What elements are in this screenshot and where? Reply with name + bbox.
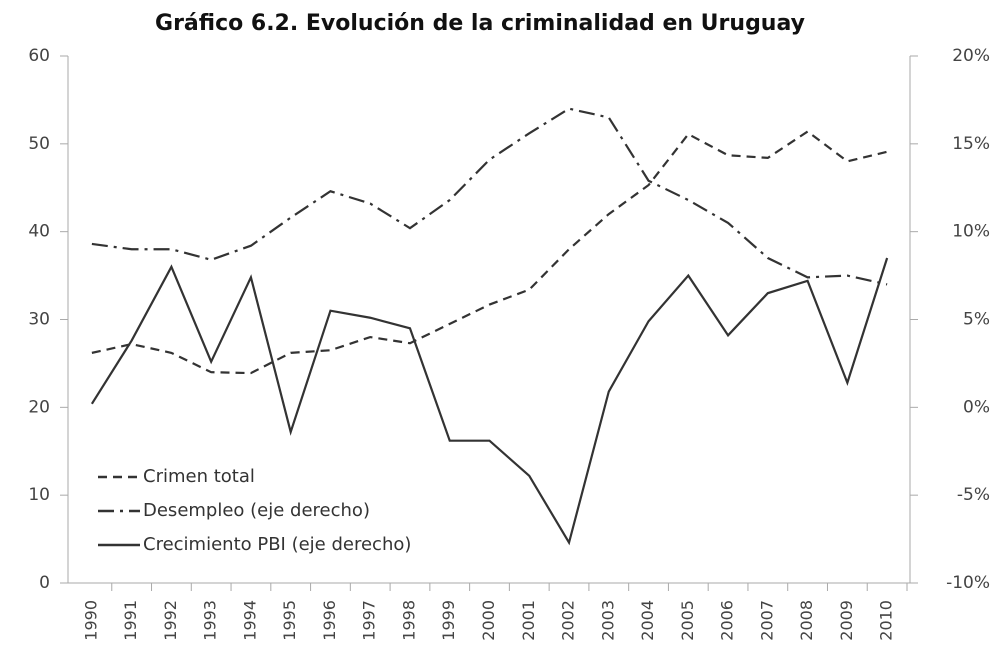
x-tick-label: 1992: [161, 600, 180, 641]
x-tick-label: 2001: [519, 600, 538, 641]
x-tick-label: 2004: [638, 600, 657, 641]
y2-tick-label: -5%: [957, 485, 990, 505]
y2-tick-label: 20%: [952, 46, 990, 66]
x-tick-label: 2010: [877, 600, 896, 641]
legend-label: Crimen total: [143, 466, 255, 487]
x-tick-label: 1996: [320, 600, 339, 641]
x-tick-label: 1995: [280, 600, 299, 641]
series-line: [90, 257, 889, 546]
y-tick-label: 30: [28, 310, 50, 330]
chart-title: Gráfico 6.2. Evolución de la criminalida…: [155, 11, 805, 36]
x-tick-label: 1991: [121, 600, 140, 641]
x-tick-label: 1993: [201, 600, 220, 641]
series-line: [91, 130, 888, 375]
y-tick-label: 20: [28, 397, 50, 417]
y2-tick-label: 0%: [963, 397, 990, 417]
x-tick-label: 2003: [598, 600, 617, 641]
series-line: [91, 107, 888, 286]
x-tick-label: 2005: [678, 600, 697, 641]
legend-label: Desempleo (eje derecho): [143, 500, 370, 521]
y-tick-label: 10: [28, 485, 50, 505]
x-tick-label: 2000: [479, 600, 498, 641]
y-tick-label: 0: [39, 573, 50, 593]
y-tick-label: 60: [28, 46, 50, 66]
y2-tick-label: 10%: [952, 222, 990, 242]
y2-tick-label: -10%: [946, 573, 990, 593]
y-tick-label: 40: [28, 222, 50, 242]
x-tick-label: 1998: [399, 600, 418, 641]
x-tick-label: 1994: [240, 600, 259, 641]
x-tick-label: 1997: [360, 600, 379, 641]
legend-label: Crecimiento PBI (eje derecho): [143, 534, 411, 555]
y-tick-label: 50: [28, 134, 50, 154]
x-tick-label: 1990: [81, 600, 100, 641]
x-tick-label: 2006: [718, 600, 737, 641]
y2-tick-label: 5%: [963, 310, 990, 330]
y2-tick-label: 15%: [952, 134, 990, 154]
x-tick-label: 2007: [757, 600, 776, 641]
x-tick-label: 2002: [559, 600, 578, 641]
x-tick-label: 2008: [797, 600, 816, 641]
x-tick-label: 1999: [439, 600, 458, 641]
x-tick-label: 2009: [837, 600, 856, 641]
